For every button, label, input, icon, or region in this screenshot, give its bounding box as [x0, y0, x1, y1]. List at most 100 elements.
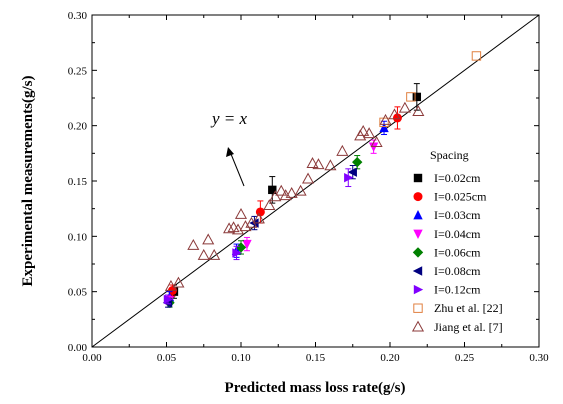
legend-marker: [412, 247, 424, 258]
legend-items: I=0.02cm I=0.025cm I=0.03cm I=0.04cm I=0.06c…: [411, 171, 503, 334]
data-point: [352, 156, 363, 168]
data-point: [285, 186, 298, 198]
data-point: [294, 184, 307, 196]
data-point: [347, 167, 357, 177]
x-tick-label: 0.05: [157, 352, 177, 364]
data-point: [275, 184, 288, 196]
axis-ticks: 0.00 0.05 0.10 0.15 0.20 0.25 0.30 0.00 0.05 0.10…: [68, 10, 549, 364]
data-point: [268, 185, 277, 195]
legend-item: Jiang et al. [7]: [411, 320, 503, 334]
legend-item: I=0.02cm: [413, 171, 481, 185]
legend-marker: [413, 192, 423, 202]
legend-item: I=0.12cm: [413, 283, 481, 297]
data-point: [302, 172, 315, 184]
series-jiang-et-al-7: [164, 101, 425, 291]
data-point: [234, 207, 248, 219]
data-point: [163, 294, 174, 305]
y-tick-label: 0.15: [68, 176, 88, 188]
data-point: [187, 238, 200, 250]
legend-label: I=0.08cm: [434, 264, 481, 278]
series-i-0-04cm: [164, 139, 379, 306]
x-tick-label: 0.00: [82, 352, 102, 364]
data-point: [239, 220, 252, 232]
legend-label: I=0.06cm: [434, 245, 481, 259]
data-point: [197, 248, 210, 260]
legend-marker: [413, 229, 423, 239]
data-point: [379, 113, 392, 125]
data-point: [412, 105, 425, 116]
data-point: [392, 113, 402, 123]
data-point: [208, 248, 221, 260]
data-point: [223, 222, 236, 234]
data-point: [324, 159, 337, 171]
data-point: [398, 101, 411, 113]
data-point: [252, 212, 265, 224]
data-point: [370, 136, 383, 147]
legend-marker: [413, 284, 424, 295]
legend-marker: [413, 303, 423, 313]
series-zhu-et-al-22: [379, 51, 482, 128]
x-tick-label: 0.10: [231, 352, 251, 364]
data-point: [388, 108, 401, 120]
y-tick-label: 0.05: [68, 287, 88, 299]
legend-item: Zhu et al. [22]: [413, 301, 503, 315]
data-point: [312, 158, 325, 170]
series-i-0-03cm: [164, 120, 389, 304]
x-axis-label: Predicted mass loss rate(g/s): [225, 380, 406, 396]
legend-marker: [411, 320, 425, 332]
x-tick-label: 0.30: [529, 352, 549, 364]
legend-label: I=0.04cm: [434, 227, 481, 241]
y-tick-label: 0.00: [68, 342, 88, 354]
y-axis-label: Experimental measurements(g/s): [20, 76, 36, 287]
data-points: [162, 51, 482, 308]
legend-item: I=0.025cm: [413, 190, 487, 204]
legend: Spacing I=0.02cm I=0.025cm I=0.03cm I=0.04c…: [411, 148, 503, 334]
data-point: [263, 199, 276, 211]
data-point: [379, 122, 389, 133]
data-point: [406, 92, 416, 102]
data-point: [363, 127, 376, 139]
legend-marker: [413, 173, 423, 183]
data-point: [242, 239, 252, 250]
data-point: [306, 157, 319, 168]
y-tick-label: 0.30: [68, 10, 88, 22]
series-i-0-06cm: [164, 155, 363, 308]
legend-item: I=0.08cm: [412, 264, 481, 278]
legend-item: I=0.03cm: [413, 208, 481, 222]
data-point: [412, 92, 422, 102]
data-point: [368, 142, 379, 152]
legend-label: I=0.03cm: [434, 208, 481, 222]
legend-title: Spacing: [430, 148, 469, 162]
series-i-0-08cm: [162, 165, 357, 308]
x-tick-label: 0.20: [380, 352, 400, 364]
x-tick-label: 0.15: [306, 352, 326, 364]
data-point: [357, 124, 370, 136]
equation-annotation: y = x: [210, 109, 248, 128]
data-point: [172, 276, 185, 288]
legend-label: Zhu et al. [22]: [434, 301, 503, 315]
legend-marker: [413, 210, 423, 220]
legend-item: I=0.04cm: [413, 227, 481, 241]
legend-marker: [412, 266, 423, 276]
legend-item: I=0.06cm: [412, 245, 481, 259]
y-tick-label: 0.20: [68, 121, 88, 133]
data-point: [269, 190, 282, 202]
legend-label: I=0.025cm: [434, 190, 487, 204]
data-point: [232, 248, 242, 258]
data-point: [202, 233, 215, 245]
data-point: [344, 172, 354, 183]
data-point: [235, 242, 247, 253]
series-i-0-02cm: [169, 83, 422, 299]
legend-label: I=0.12cm: [434, 283, 481, 297]
series-i-0-12cm: [163, 168, 354, 305]
data-point: [336, 144, 349, 156]
annotation-arrow-head: [226, 147, 234, 157]
x-tick-label: 0.25: [455, 352, 475, 364]
data-point: [471, 51, 482, 61]
legend-label: I=0.02cm: [434, 171, 481, 185]
y-tick-label: 0.10: [68, 231, 88, 243]
y-tick-label: 0.25: [68, 65, 88, 77]
legend-label: Jiang et al. [7]: [434, 320, 503, 334]
annotation-arrow-shaft: [230, 153, 245, 187]
